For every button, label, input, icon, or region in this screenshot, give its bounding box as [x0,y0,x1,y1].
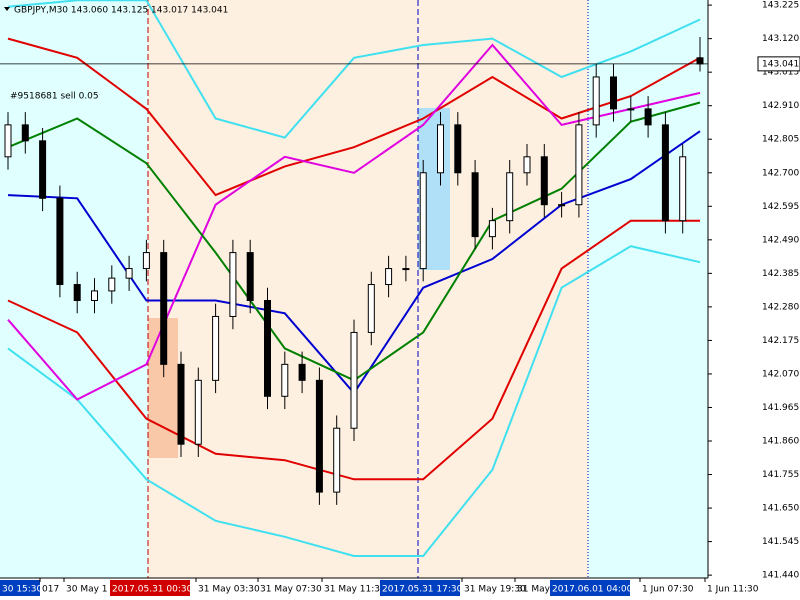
candle-body [454,124,462,174]
candle-body [281,363,289,397]
time-label-box [110,580,190,596]
time-label: 31 May 07:30 [260,585,322,595]
candle-body [471,172,479,238]
candle-body [523,156,531,174]
y-tick-label: 142.280 [762,302,799,312]
candle-body [575,124,583,206]
plot [4,0,704,557]
candle-body [39,140,47,199]
y-tick-label: 141.965 [762,403,799,413]
candle-body [558,204,566,207]
candle-body [419,172,427,270]
indicator-line [7,245,701,557]
candle-body [212,315,220,381]
candle-body [385,268,393,286]
candle-body [73,284,81,301]
candle-body [108,277,116,292]
menu-arrow[interactable] [4,7,10,11]
candle-body [177,363,185,445]
y-tick-label: 142.175 [762,336,799,346]
time-label: 2017.05.31 17:30 [382,585,463,595]
candle-body [350,331,358,429]
y-tick-label: 142.070 [762,369,799,379]
price-box [757,56,800,72]
y-tick-label: 142.490 [762,235,799,245]
candle-body [298,363,306,381]
y-tick-label: 143.015 [762,68,799,78]
candle-body [679,156,687,222]
time-label-box [0,580,40,596]
y-tick-label: 141.650 [762,504,799,514]
candle-body [506,172,514,222]
y-tick-label: 142.910 [762,101,799,111]
candle-body [696,57,704,65]
candle-body [315,379,323,493]
y-tick-label: 142.805 [762,135,799,145]
y-tick-label: 141.860 [762,437,799,447]
candle-body [610,76,617,110]
indicator-line [7,43,701,401]
candle-body [21,124,29,142]
y-tick-label: 143.225 [762,1,799,11]
time-label: 1 Jun 07:30 [642,585,694,595]
candle-body [56,197,64,286]
indicator-line [7,0,701,139]
candle-body [246,252,254,301]
candle-body [125,268,133,279]
candle-body [160,252,168,365]
time-label-box [550,580,630,596]
time-label: 2017.05.31 00:30 [112,585,193,595]
candle-body [142,252,150,270]
y-tick-label: 142.385 [762,269,799,279]
candle-body [333,427,341,493]
y-tick-label: 141.755 [762,470,799,480]
time-label: 31 May [517,585,551,595]
time-label: 31 May 03:30 [198,585,260,595]
price-label: 143.041 [762,59,799,69]
candle-body [229,252,237,317]
candle-body [91,290,98,301]
y-tick-label: 142.595 [762,202,799,212]
time-label: 31 May 19:30 [464,585,526,595]
y-tick-label: 141.545 [762,537,799,547]
indicator-line [7,37,701,197]
y-tick-label: 143.120 [762,34,799,44]
candle-body [661,124,669,222]
time-label-box [380,580,460,596]
y-tick-label: 142.700 [762,168,799,178]
candle-body [264,299,271,397]
indicator-line [7,219,700,481]
candle-body [644,108,652,126]
candle-body [592,76,600,126]
candle-body [402,268,410,271]
time-label: 017 [42,585,59,595]
order-label: #9518681 sell 0.05 [10,92,99,102]
time-label: 1 Jun 11:30 [707,585,759,595]
candle-body [437,124,444,174]
candle-body [367,284,375,333]
time-label: 30 May 1 [66,585,108,595]
candle-body [194,379,202,445]
candle-body [540,156,548,206]
candle-body [4,124,12,158]
time-label: 30 15:30 [2,585,43,595]
chart-title: GBPJPY,M30 143.060 143.125 143.017 143.0… [14,6,228,16]
candle-body [488,220,496,238]
time-label: 2017.06.01 04:00 [552,585,633,595]
candle-body [627,108,635,111]
time-label: 31 May 11:30 [324,585,386,595]
y-tick-label: 141.440 [762,571,799,581]
